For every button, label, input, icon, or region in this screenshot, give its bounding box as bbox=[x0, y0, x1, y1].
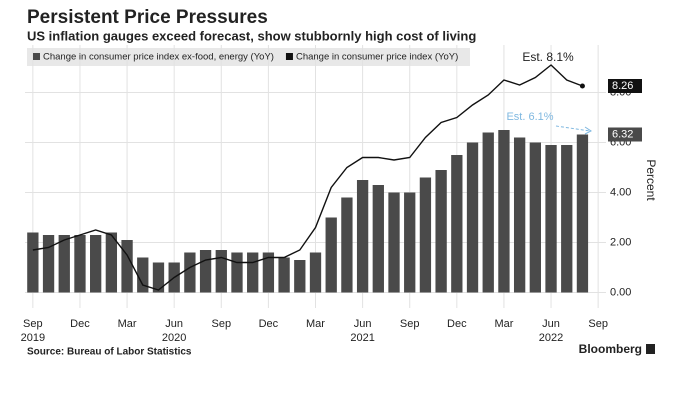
legend-label: Change in consumer price index ex-food, … bbox=[43, 52, 274, 63]
bar bbox=[356, 180, 369, 293]
bar bbox=[529, 142, 541, 293]
x-tick-label: Jun bbox=[354, 318, 372, 330]
bar bbox=[451, 155, 463, 293]
annotation: Est. 6.1% bbox=[506, 111, 553, 123]
legend-background bbox=[27, 48, 470, 66]
x-tick-label: Sep bbox=[588, 318, 608, 330]
x-tick-label: Mar bbox=[306, 318, 325, 330]
y-tick-label: 0.00 bbox=[610, 286, 631, 298]
x-year-label: 2022 bbox=[539, 332, 563, 344]
brand: Bloomberg bbox=[579, 342, 642, 356]
bar bbox=[42, 235, 55, 293]
brand-icon bbox=[646, 344, 655, 354]
bar bbox=[152, 262, 165, 293]
x-tick-label: Sep bbox=[211, 318, 231, 330]
bar bbox=[372, 185, 384, 293]
x-tick-label: Dec bbox=[259, 318, 279, 330]
y-tick-label: 2.00 bbox=[610, 236, 631, 248]
x-tick-label: Sep bbox=[400, 318, 420, 330]
value-label: 8.26 bbox=[612, 80, 633, 92]
legend-swatch bbox=[285, 53, 293, 60]
bar bbox=[309, 252, 322, 293]
bar bbox=[184, 252, 196, 293]
bar bbox=[435, 170, 447, 293]
bar bbox=[466, 142, 479, 293]
bar bbox=[105, 232, 118, 293]
chart-subtitle: US inflation gauges exceed forecast, sho… bbox=[27, 28, 476, 43]
bar bbox=[27, 232, 39, 293]
x-year-label: 2020 bbox=[162, 332, 186, 344]
y-axis-label: Percent bbox=[644, 159, 658, 201]
y-tick-label: 4.00 bbox=[610, 186, 631, 198]
x-tick-label: Dec bbox=[447, 318, 467, 330]
x-tick-label: Dec bbox=[70, 318, 90, 330]
bar bbox=[137, 257, 149, 293]
bar bbox=[498, 130, 510, 293]
source: Source: Bureau of Labor Statistics bbox=[27, 347, 192, 358]
bar bbox=[90, 235, 102, 293]
x-tick-label: Mar bbox=[494, 318, 513, 330]
bar bbox=[341, 197, 353, 293]
bar bbox=[58, 235, 70, 293]
bar bbox=[419, 177, 432, 293]
bar bbox=[388, 192, 400, 293]
value-label-box bbox=[608, 79, 642, 93]
bar bbox=[74, 235, 86, 293]
bar bbox=[545, 145, 557, 293]
bar bbox=[231, 252, 243, 293]
x-year-label: 2021 bbox=[350, 332, 374, 344]
bar bbox=[482, 132, 494, 293]
legend-swatch bbox=[33, 53, 40, 60]
x-year-label: 2019 bbox=[21, 332, 45, 344]
bar bbox=[294, 260, 306, 293]
chart-title: Persistent Price Pressures bbox=[27, 7, 268, 28]
bar bbox=[561, 145, 573, 293]
bar bbox=[247, 252, 259, 293]
end-dot bbox=[579, 83, 585, 89]
value-label-box bbox=[608, 127, 642, 142]
annotation-arrowhead bbox=[584, 126, 592, 135]
x-tick-label: Jun bbox=[542, 318, 560, 330]
x-tick-label: Sep bbox=[23, 318, 43, 330]
x-tick-label: Jun bbox=[165, 318, 183, 330]
bar bbox=[513, 137, 526, 293]
bar bbox=[278, 257, 290, 293]
bar bbox=[576, 134, 589, 293]
bar bbox=[215, 250, 227, 293]
bar bbox=[325, 217, 337, 293]
bar bbox=[199, 250, 212, 293]
value-label: 6.32 bbox=[612, 128, 633, 140]
annotation: Est. 8.1% bbox=[522, 50, 574, 64]
bar bbox=[404, 192, 416, 293]
x-tick-label: Mar bbox=[118, 318, 137, 330]
annotation-arrow bbox=[555, 125, 591, 132]
line bbox=[32, 64, 583, 291]
bar bbox=[121, 240, 133, 293]
legend-label: Change in consumer price index (YoY) bbox=[296, 52, 458, 63]
bar bbox=[262, 252, 275, 293]
